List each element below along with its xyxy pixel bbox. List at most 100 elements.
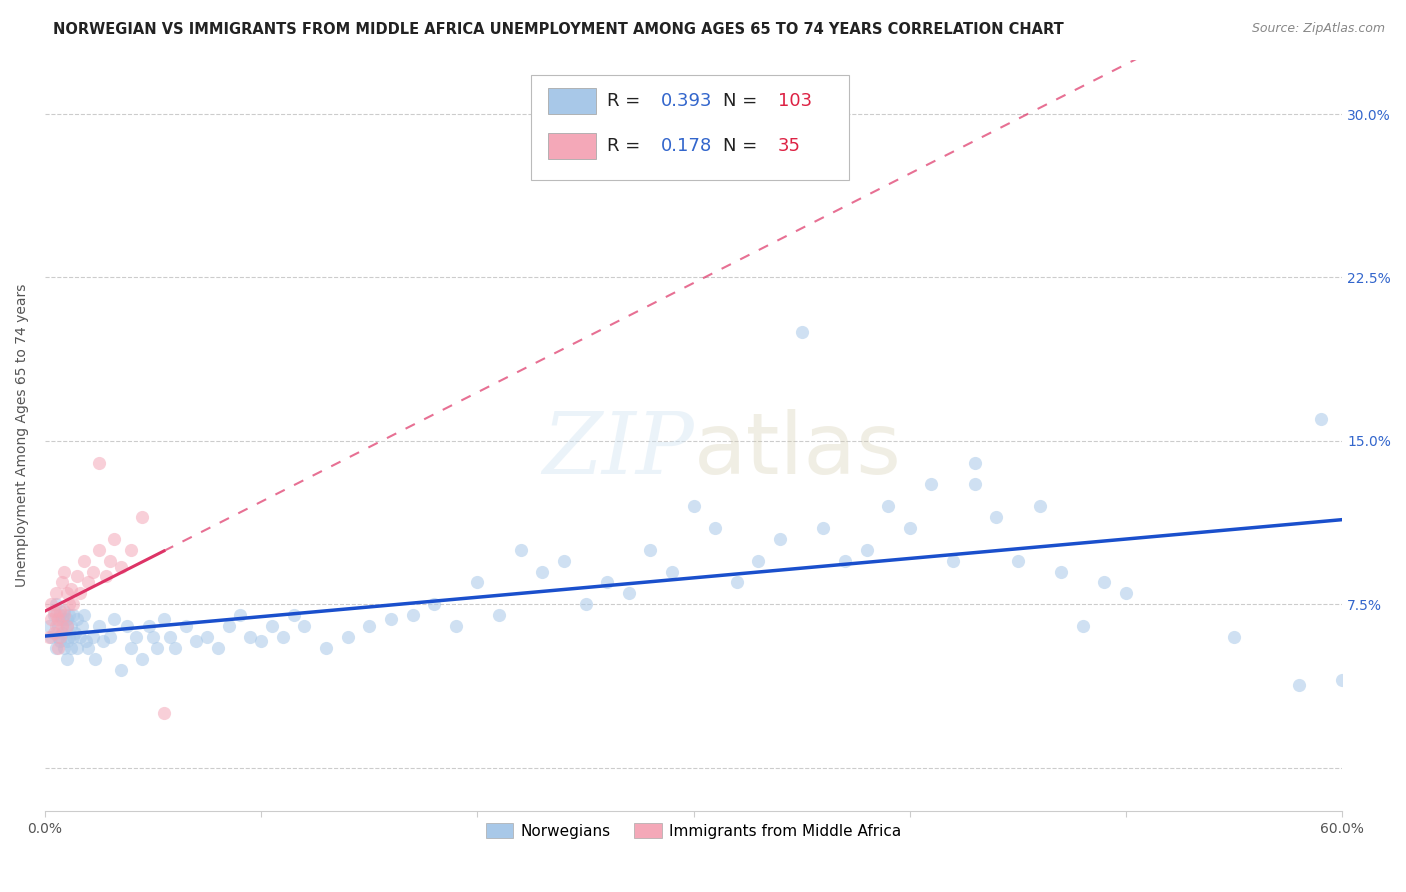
Point (401, 608, 423, 623)
Point (53, 565, 76, 579)
Point (153, 612, 176, 626)
Point (125, 630, 148, 644)
Point (38, 619, 60, 633)
Point (159, 630, 181, 644)
Point (83, 651, 105, 665)
Point (1094, 575, 1116, 590)
Point (131, 510, 153, 524)
Point (942, 554, 965, 568)
Point (115, 619, 138, 633)
FancyBboxPatch shape (548, 133, 596, 159)
Point (87, 619, 110, 633)
Point (898, 521, 921, 535)
Point (444, 619, 467, 633)
Text: Source: ZipAtlas.com: Source: ZipAtlas.com (1251, 22, 1385, 36)
Point (986, 510, 1008, 524)
Point (49, 634, 72, 648)
Point (65, 625, 87, 640)
Point (42, 604, 65, 618)
Text: NORWEGIAN VS IMMIGRANTS FROM MIDDLE AFRICA UNEMPLOYMENT AMONG AGES 65 TO 74 YEAR: NORWEGIAN VS IMMIGRANTS FROM MIDDLE AFRI… (53, 22, 1064, 37)
Point (207, 640, 229, 655)
Point (42, 608, 65, 623)
Point (69, 586, 91, 600)
Text: 0.178: 0.178 (661, 137, 713, 155)
Point (59, 640, 82, 655)
Point (66, 612, 89, 626)
Point (82, 565, 104, 579)
Point (82, 630, 104, 644)
Point (120, 640, 142, 655)
Point (725, 575, 748, 590)
Point (45, 640, 67, 655)
Point (596, 575, 619, 590)
Point (747, 554, 769, 568)
Point (963, 477, 986, 491)
Point (1028, 499, 1050, 513)
Point (51, 612, 73, 626)
Point (467, 575, 489, 590)
Point (153, 706, 176, 720)
Point (45, 608, 67, 623)
Point (271, 630, 294, 644)
Point (294, 619, 316, 633)
Point (682, 499, 704, 513)
Point (70, 619, 93, 633)
Point (66, 569, 89, 583)
Point (110, 663, 132, 677)
Point (103, 532, 125, 546)
Point (45, 586, 67, 600)
Point (1223, 630, 1246, 644)
Point (55, 619, 77, 633)
Point (45, 597, 67, 611)
Point (640, 542, 662, 557)
Text: atlas: atlas (693, 409, 901, 491)
Text: R =: R = (607, 137, 645, 155)
Point (75, 634, 97, 648)
Point (58, 597, 80, 611)
Point (186, 634, 208, 648)
Point (110, 560, 132, 574)
Point (51, 625, 73, 640)
Point (53, 640, 76, 655)
Point (239, 630, 262, 644)
Point (138, 619, 160, 633)
Point (195, 630, 218, 644)
Point (41, 612, 63, 626)
Point (250, 634, 273, 648)
Point (41, 630, 63, 644)
Point (131, 651, 153, 665)
Point (55, 634, 77, 648)
Point (49, 604, 72, 618)
Point (228, 608, 250, 623)
Point (58, 608, 80, 623)
Point (359, 619, 381, 633)
Point (704, 521, 727, 535)
Point (163, 640, 186, 655)
Point (174, 619, 197, 633)
Point (62, 608, 84, 623)
Point (1288, 678, 1310, 692)
Point (55, 651, 77, 665)
FancyBboxPatch shape (548, 88, 596, 113)
Point (855, 542, 877, 557)
Point (336, 630, 359, 644)
Point (58, 630, 80, 644)
Point (98, 554, 121, 568)
Point (42, 625, 65, 640)
Point (661, 565, 683, 579)
Point (146, 640, 169, 655)
Point (41, 597, 63, 611)
Point (920, 477, 942, 491)
Point (49, 608, 72, 623)
Point (46, 640, 69, 655)
Text: 0.393: 0.393 (661, 92, 713, 110)
Point (509, 542, 531, 557)
Y-axis label: Unemployment Among Ages 65 to 74 years: Unemployment Among Ages 65 to 74 years (15, 284, 30, 587)
Point (46, 630, 69, 644)
Point (73, 554, 96, 568)
Point (1331, 673, 1354, 688)
Point (49, 630, 72, 644)
Point (1071, 619, 1094, 633)
FancyBboxPatch shape (531, 75, 849, 180)
Point (283, 608, 305, 623)
